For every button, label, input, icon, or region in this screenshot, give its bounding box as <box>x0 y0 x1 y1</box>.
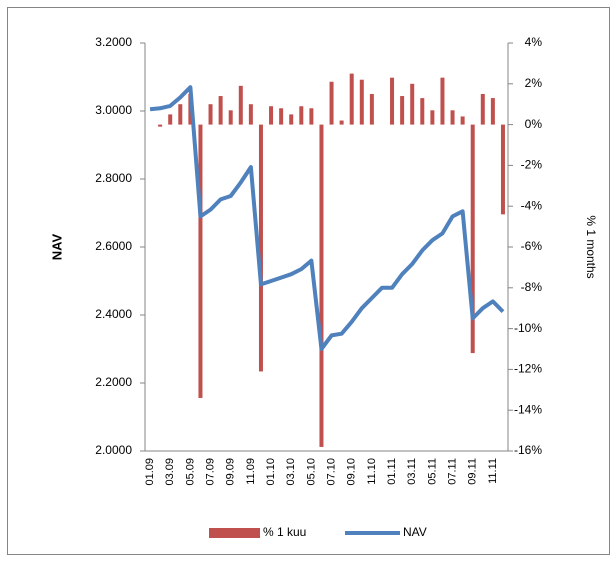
bar <box>390 77 395 125</box>
bar <box>258 124 263 372</box>
bar <box>369 94 374 125</box>
bar <box>178 104 183 125</box>
bar <box>480 94 485 125</box>
bar <box>228 110 233 125</box>
y2-tick-label: 0% <box>525 117 543 131</box>
y2-axis-title: % 1 months <box>584 215 598 278</box>
x-tick-label: 09.11 <box>467 458 479 485</box>
x-tick-label: 11.09 <box>245 458 257 485</box>
bar <box>279 108 284 125</box>
bar <box>208 104 213 125</box>
bar <box>238 85 243 125</box>
y2-tick-label: -4% <box>521 198 543 212</box>
bar <box>460 116 465 125</box>
x-tick-label: 03.09 <box>164 458 176 486</box>
y-tick-label: 2.8000 <box>95 171 132 185</box>
bar <box>289 114 294 125</box>
bar <box>450 110 455 125</box>
y2-tick-label: 4% <box>525 35 543 49</box>
bar <box>309 108 314 125</box>
x-tick-label: 03.10 <box>285 458 297 486</box>
x-tick-label: 03.11 <box>406 458 418 485</box>
y2-tick-label: -16% <box>514 443 542 457</box>
bar <box>400 96 405 125</box>
bar <box>420 98 425 125</box>
bar <box>168 114 173 125</box>
x-tick-label: 11.11 <box>487 458 499 484</box>
y2-tick-label: -10% <box>514 321 542 335</box>
bar <box>248 104 253 125</box>
legend-label: % 1 kuu <box>263 525 306 539</box>
bar <box>339 120 344 125</box>
bar <box>349 73 354 125</box>
bar <box>198 124 203 398</box>
bar <box>359 79 364 125</box>
line <box>149 85 505 351</box>
bar <box>470 124 475 354</box>
bar <box>490 98 495 125</box>
bar <box>158 124 163 127</box>
y-tick-label: 2.4000 <box>95 307 132 321</box>
bar <box>440 77 445 125</box>
legend-label: NAV <box>403 525 427 539</box>
bar <box>500 124 505 215</box>
y-tick-label: 2.2000 <box>95 375 132 389</box>
x-tick-label: 01.11 <box>386 458 398 485</box>
bar <box>329 81 334 125</box>
bar <box>218 96 223 125</box>
x-tick-label: 07.10 <box>325 458 337 486</box>
x-tick-label: 09.10 <box>346 458 358 486</box>
y2-tick-label: -8% <box>521 280 543 294</box>
x-tick-label: 01.10 <box>265 458 277 486</box>
x-tick-label: 05.09 <box>184 458 196 486</box>
bar <box>410 83 415 125</box>
y-tick-label: 3.0000 <box>95 103 132 117</box>
x-tick-label: 05.10 <box>305 458 317 486</box>
legend-swatch <box>209 528 260 538</box>
y2-tick-label: -14% <box>514 402 542 416</box>
x-tick-label: 11.10 <box>366 458 378 485</box>
y2-tick-label: 2% <box>525 76 543 90</box>
y2-tick-label: -2% <box>521 158 543 172</box>
y-tick-label: 3.2000 <box>95 35 132 49</box>
y-tick-label: 2.0000 <box>95 443 132 457</box>
x-tick-label: 01.09 <box>144 458 156 486</box>
y2-tick-label: -6% <box>521 239 543 253</box>
y-tick-label: 2.6000 <box>95 239 132 253</box>
bar <box>319 124 324 447</box>
chart-frame <box>7 7 610 555</box>
x-tick-label: 09.09 <box>225 458 237 486</box>
bar <box>299 106 304 125</box>
x-tick-label: 05.11 <box>426 458 438 485</box>
bar <box>269 106 274 125</box>
x-tick-label: 07.11 <box>446 458 458 485</box>
bar <box>430 110 435 125</box>
y2-tick-label: -12% <box>514 362 542 376</box>
y-axis-title: NAV <box>49 233 64 260</box>
x-tick-label: 07.09 <box>204 458 216 486</box>
